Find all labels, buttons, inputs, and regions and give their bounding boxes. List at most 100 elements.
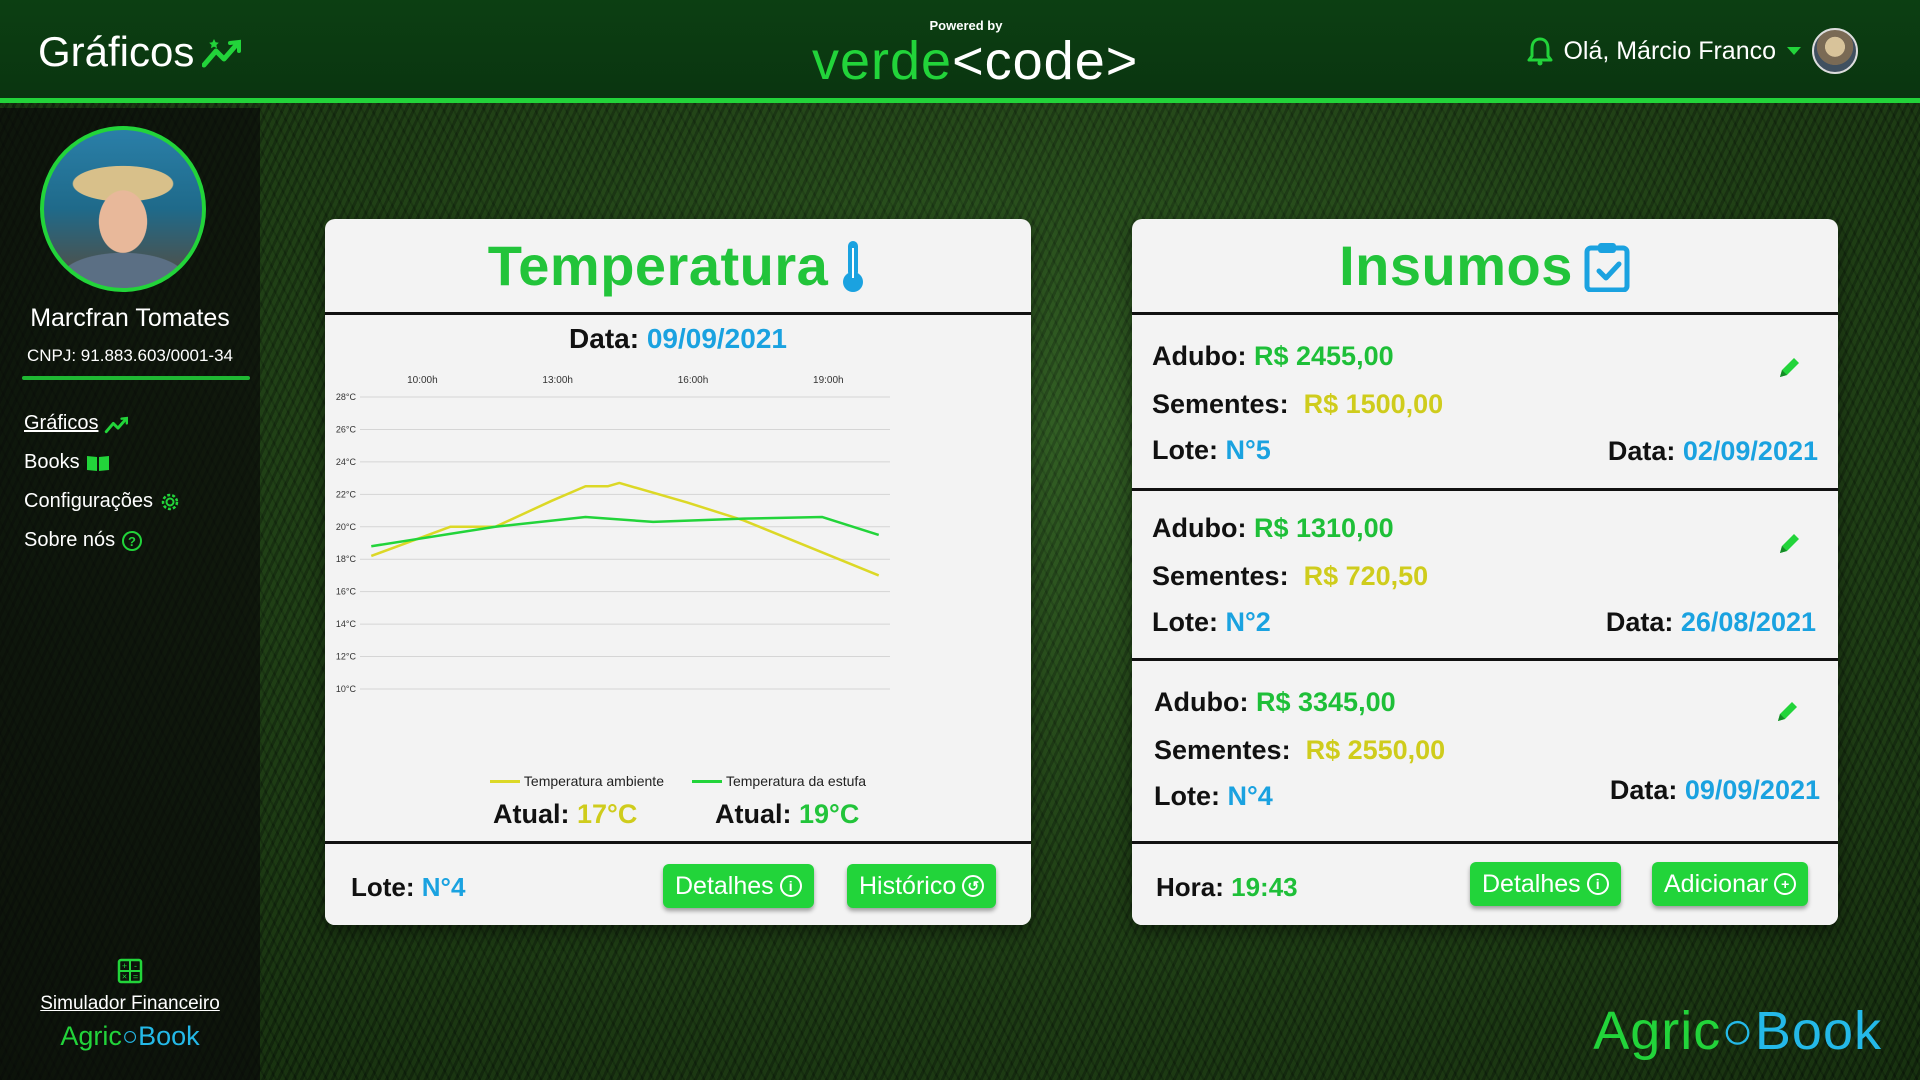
sementes-value: R$ 2550,00 (1305, 735, 1446, 765)
sidebar-item-books[interactable]: Books (24, 443, 181, 482)
leaf-o-icon: ○ (1721, 1001, 1755, 1061)
header-title-label: Gráficos (38, 28, 195, 75)
user-menu[interactable]: Olá, Márcio Franco (1527, 28, 1858, 74)
details-button-label[interactable]: Detalhes (1482, 869, 1581, 898)
data-value: 02/09/2021 (1682, 436, 1818, 466)
legend-item-estufa: Temperatura da estufa (691, 773, 867, 789)
legend-swatch (691, 779, 722, 783)
current-label: Atual: (493, 799, 570, 829)
plus-circle-icon[interactable]: + (1774, 873, 1797, 895)
data-label: Data: (1607, 436, 1676, 466)
data-row: Data: 02/09/2021 (1608, 436, 1818, 467)
data-label: Data: (1609, 775, 1678, 805)
lote-label: Lote: (351, 872, 415, 902)
caret-down-icon[interactable] (1786, 46, 1802, 56)
lote-label: Lote: (1152, 435, 1218, 465)
history-button[interactable]: Histórico ↺ (847, 864, 997, 908)
legend-label: Temperatura da estufa (725, 773, 867, 789)
insumo-entry: Adubo: R$ 2455,00 Sementes: R$ 1500,00 L… (1132, 315, 1838, 491)
history-clock-icon[interactable]: ↺ (962, 875, 985, 897)
legend-item-ambiente: Temperatura ambiente (489, 773, 664, 789)
x-tick-label: 16:00h (678, 375, 709, 386)
logo-part-b: Book (1754, 1001, 1882, 1061)
clipboard-check-icon (1584, 242, 1630, 292)
data-value: 09/09/2021 (1684, 775, 1820, 805)
thermometer-icon (843, 240, 864, 292)
sidebar-item-label[interactable]: Gráficos (24, 412, 99, 434)
y-tick-label: 12°C (336, 652, 357, 662)
sementes-value: R$ 1500,00 (1303, 389, 1444, 419)
sementes-label: Sementes: (1152, 389, 1289, 419)
lote-label: Lote: (1154, 781, 1220, 811)
pencil-icon[interactable] (1776, 531, 1802, 557)
brand-code-text: <code> (952, 31, 1139, 91)
profile-divider (22, 376, 250, 380)
temperature-title: Temperatura (487, 234, 829, 297)
hora-label: Hora: (1156, 872, 1224, 902)
add-button[interactable]: Adicionar + (1652, 862, 1809, 906)
history-button-label[interactable]: Histórico (859, 871, 957, 900)
logo-part-b: Book (138, 1021, 200, 1051)
data-row: Data: 09/09/2021 (1610, 775, 1820, 806)
pencil-icon[interactable] (1776, 355, 1802, 381)
temperature-card-footer: Lote: N°4 Detalhes i Histórico ↺ (325, 841, 1031, 925)
gear-icon (161, 493, 179, 510)
series-line (371, 515, 880, 548)
top-header: Gráficos Powered by verde<code> Olá, Már… (0, 0, 1920, 103)
details-button[interactable]: Detalhes i (1470, 862, 1621, 906)
sidebar-item-configuracoes[interactable]: Configurações (24, 482, 181, 521)
insumo-entry: Adubo: R$ 1310,00 Sementes: R$ 720,50 Lo… (1132, 491, 1838, 661)
details-button[interactable]: Detalhes i (663, 864, 814, 908)
info-icon[interactable]: i (779, 875, 802, 897)
brand-verde-text: verde (812, 31, 953, 91)
lote-row: Lote: N°5 (1152, 435, 1271, 466)
pencil-icon[interactable] (1774, 699, 1800, 725)
sementes-row: Sementes: R$ 2550,00 (1154, 735, 1445, 766)
current-label: Atual: (715, 799, 792, 829)
logo-part-a: Agric (1593, 1001, 1722, 1061)
temperature-card: Temperatura Data: 09/09/2021 10°C 12°C 14°… (325, 219, 1031, 925)
chart-date-label: Data: (569, 323, 640, 354)
chart-date-value: 09/09/2021 (646, 323, 787, 354)
y-tick-label: 14°C (336, 619, 357, 629)
info-icon[interactable]: i (1586, 873, 1609, 895)
hora-value: 19:43 (1231, 872, 1298, 902)
sidebar-item-label[interactable]: Books (24, 451, 80, 473)
sementes-row: Sementes: R$ 1500,00 (1152, 389, 1443, 420)
add-button-label[interactable]: Adicionar (1664, 869, 1769, 898)
simulator-link[interactable]: Simulador Financeiro (40, 993, 220, 1014)
sidebar-item-graficos[interactable]: Gráficos (24, 404, 181, 443)
adubo-label: Adubo: (1154, 687, 1249, 717)
sidebar-agricobook-logo: Agric○Book (0, 1021, 260, 1052)
agricobook-logo: Agric○Book (1593, 1000, 1882, 1062)
temperature-chart: 10°C 12°C 14°C 16°C 18°C 20°C 22°C 24°C 26°C 28°C… (336, 375, 890, 694)
sidebar-item-sobre[interactable]: Sobre nós ? (24, 521, 181, 560)
svg-text:=: = (133, 972, 138, 982)
financial-simulator[interactable]: + - × = Simulador Financeiro Agric○Book (0, 958, 260, 1052)
adubo-value: R$ 2455,00 (1253, 341, 1394, 371)
insumo-entry: Adubo: R$ 3345,00 Sementes: R$ 2550,00 L… (1132, 661, 1838, 841)
logo-part-a: Agric (60, 1021, 122, 1051)
user-greeting[interactable]: Olá, Márcio Franco (1563, 36, 1776, 65)
calculator-icon[interactable]: + - × = (117, 958, 143, 984)
adubo-row: Adubo: R$ 2455,00 (1152, 341, 1394, 372)
lote-label: Lote: (1152, 607, 1218, 637)
adubo-value: R$ 1310,00 (1253, 513, 1394, 543)
sidebar-item-label[interactable]: Sobre nós (24, 529, 116, 551)
y-tick-label: 10°C (336, 684, 357, 694)
lote-value: N°4 (1227, 781, 1273, 811)
leaf-o-icon: ○ (121, 1021, 139, 1051)
details-button-label[interactable]: Detalhes (675, 871, 774, 900)
trending-chart-icon (202, 39, 242, 68)
adubo-row: Adubo: R$ 1310,00 (1152, 513, 1394, 544)
svg-text:×: × (122, 972, 127, 982)
svg-text:?: ? (128, 534, 136, 549)
sidebar-item-label[interactable]: Configurações (24, 490, 153, 512)
legend-swatch (489, 779, 520, 783)
user-avatar[interactable] (1812, 28, 1858, 74)
current-temp-estufa: Atual: 19°C (715, 799, 859, 830)
y-tick-label: 22°C (336, 489, 357, 499)
current-temp-ambiente: Atual: 17°C (493, 799, 637, 830)
brand-logo: Powered by verde<code> (812, 18, 1137, 91)
bell-icon[interactable] (1527, 36, 1553, 66)
